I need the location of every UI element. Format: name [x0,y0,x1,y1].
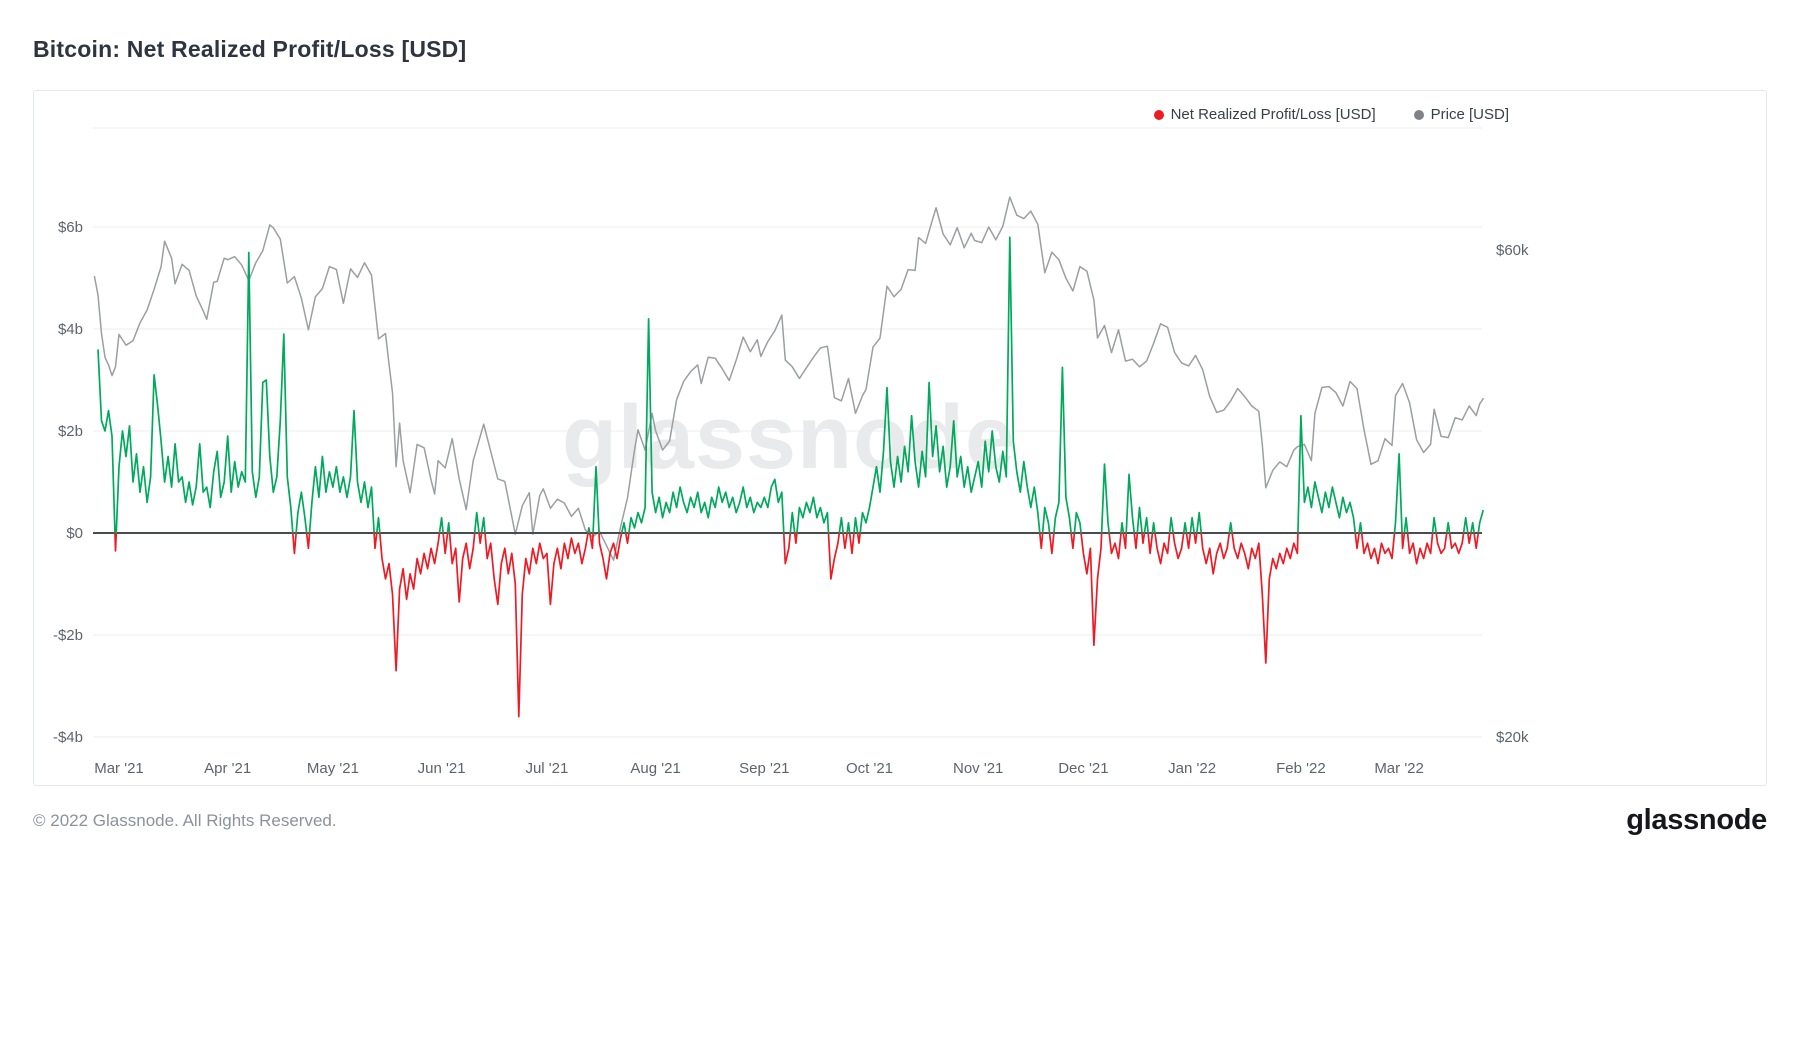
nrpl-line-positive [97,236,1485,533]
legend-label: Price [USD] [1430,106,1509,123]
legend-label: Net Realized Profit/Loss [USD] [1170,106,1376,123]
right-axis-labels: $60k $20k [1496,242,1529,746]
y-axis-tick-label: $6b [58,219,83,236]
price-axis-tick-label: $60k [1496,242,1529,259]
y-axis-tick-label: -$4b [53,729,83,746]
legend-item-net-realized-profit-loss[interactable]: Net Realized Profit/Loss [USD] [1153,106,1376,123]
y-axis-tick-label: -$2b [53,627,83,644]
y-axis-tick-label: $4b [58,321,83,338]
x-axis-tick-label: Aug '21 [630,760,680,777]
glassnode-logo[interactable]: glassnode [1626,804,1767,836]
gridlines [93,127,1482,738]
copyright-text: © 2022 Glassnode. All Rights Reserved. [33,810,337,830]
x-axis-tick-label: Feb '22 [1276,760,1326,777]
legend-dot-icon [1153,109,1164,120]
glassnode-chart-page: Bitcoin: Net Realized Profit/Loss [USD] … [0,36,1800,837]
x-axis-tick-label: Oct '21 [846,760,893,777]
legend-dot-icon [1413,109,1424,120]
nrpl-line-negative [114,533,1480,718]
x-axis-tick-label: Jun '21 [418,760,466,777]
chart-panel: Net Realized Profit/Loss [USD] Price [US… [33,90,1767,786]
y-axis-tick-label: $2b [58,423,83,440]
left-axis-labels: $6b $4b $2b $0 -$2b -$4b [53,219,83,746]
page-footer: © 2022 Glassnode. All Rights Reserved. g… [33,804,1767,837]
x-axis-tick-label: Nov '21 [953,760,1003,777]
x-axis-tick-label: Dec '21 [1058,760,1108,777]
price-line [93,196,1484,561]
x-axis-tick-label: Jul '21 [525,760,568,777]
x-axis-labels: Mar '21 Apr '21 May '21 Jun '21 Jul '21 Aug '… [94,760,1424,777]
legend-item-price[interactable]: Price [USD] [1413,106,1509,123]
x-axis-tick-label: Mar '21 [94,760,144,777]
x-axis-tick-label: Sep '21 [739,760,789,777]
chart-legend: Net Realized Profit/Loss [USD] Price [US… [1153,106,1509,123]
price-axis-tick-label: $20k [1496,729,1529,746]
x-axis-tick-label: May '21 [307,760,359,777]
page-title: Bitcoin: Net Realized Profit/Loss [USD] [33,36,467,62]
x-axis-tick-label: Mar '22 [1374,760,1424,777]
x-axis-tick-label: Apr '21 [204,760,251,777]
x-axis-tick-label: Jan '22 [1168,760,1216,777]
glassnode-watermark: glassnode [562,388,1016,488]
chart-canvas[interactable]: glassnode $6b $4b $2b $0 -$2b -$4b $60k $20k Mar … [34,91,1766,785]
y-axis-tick-label: $0 [66,525,83,542]
